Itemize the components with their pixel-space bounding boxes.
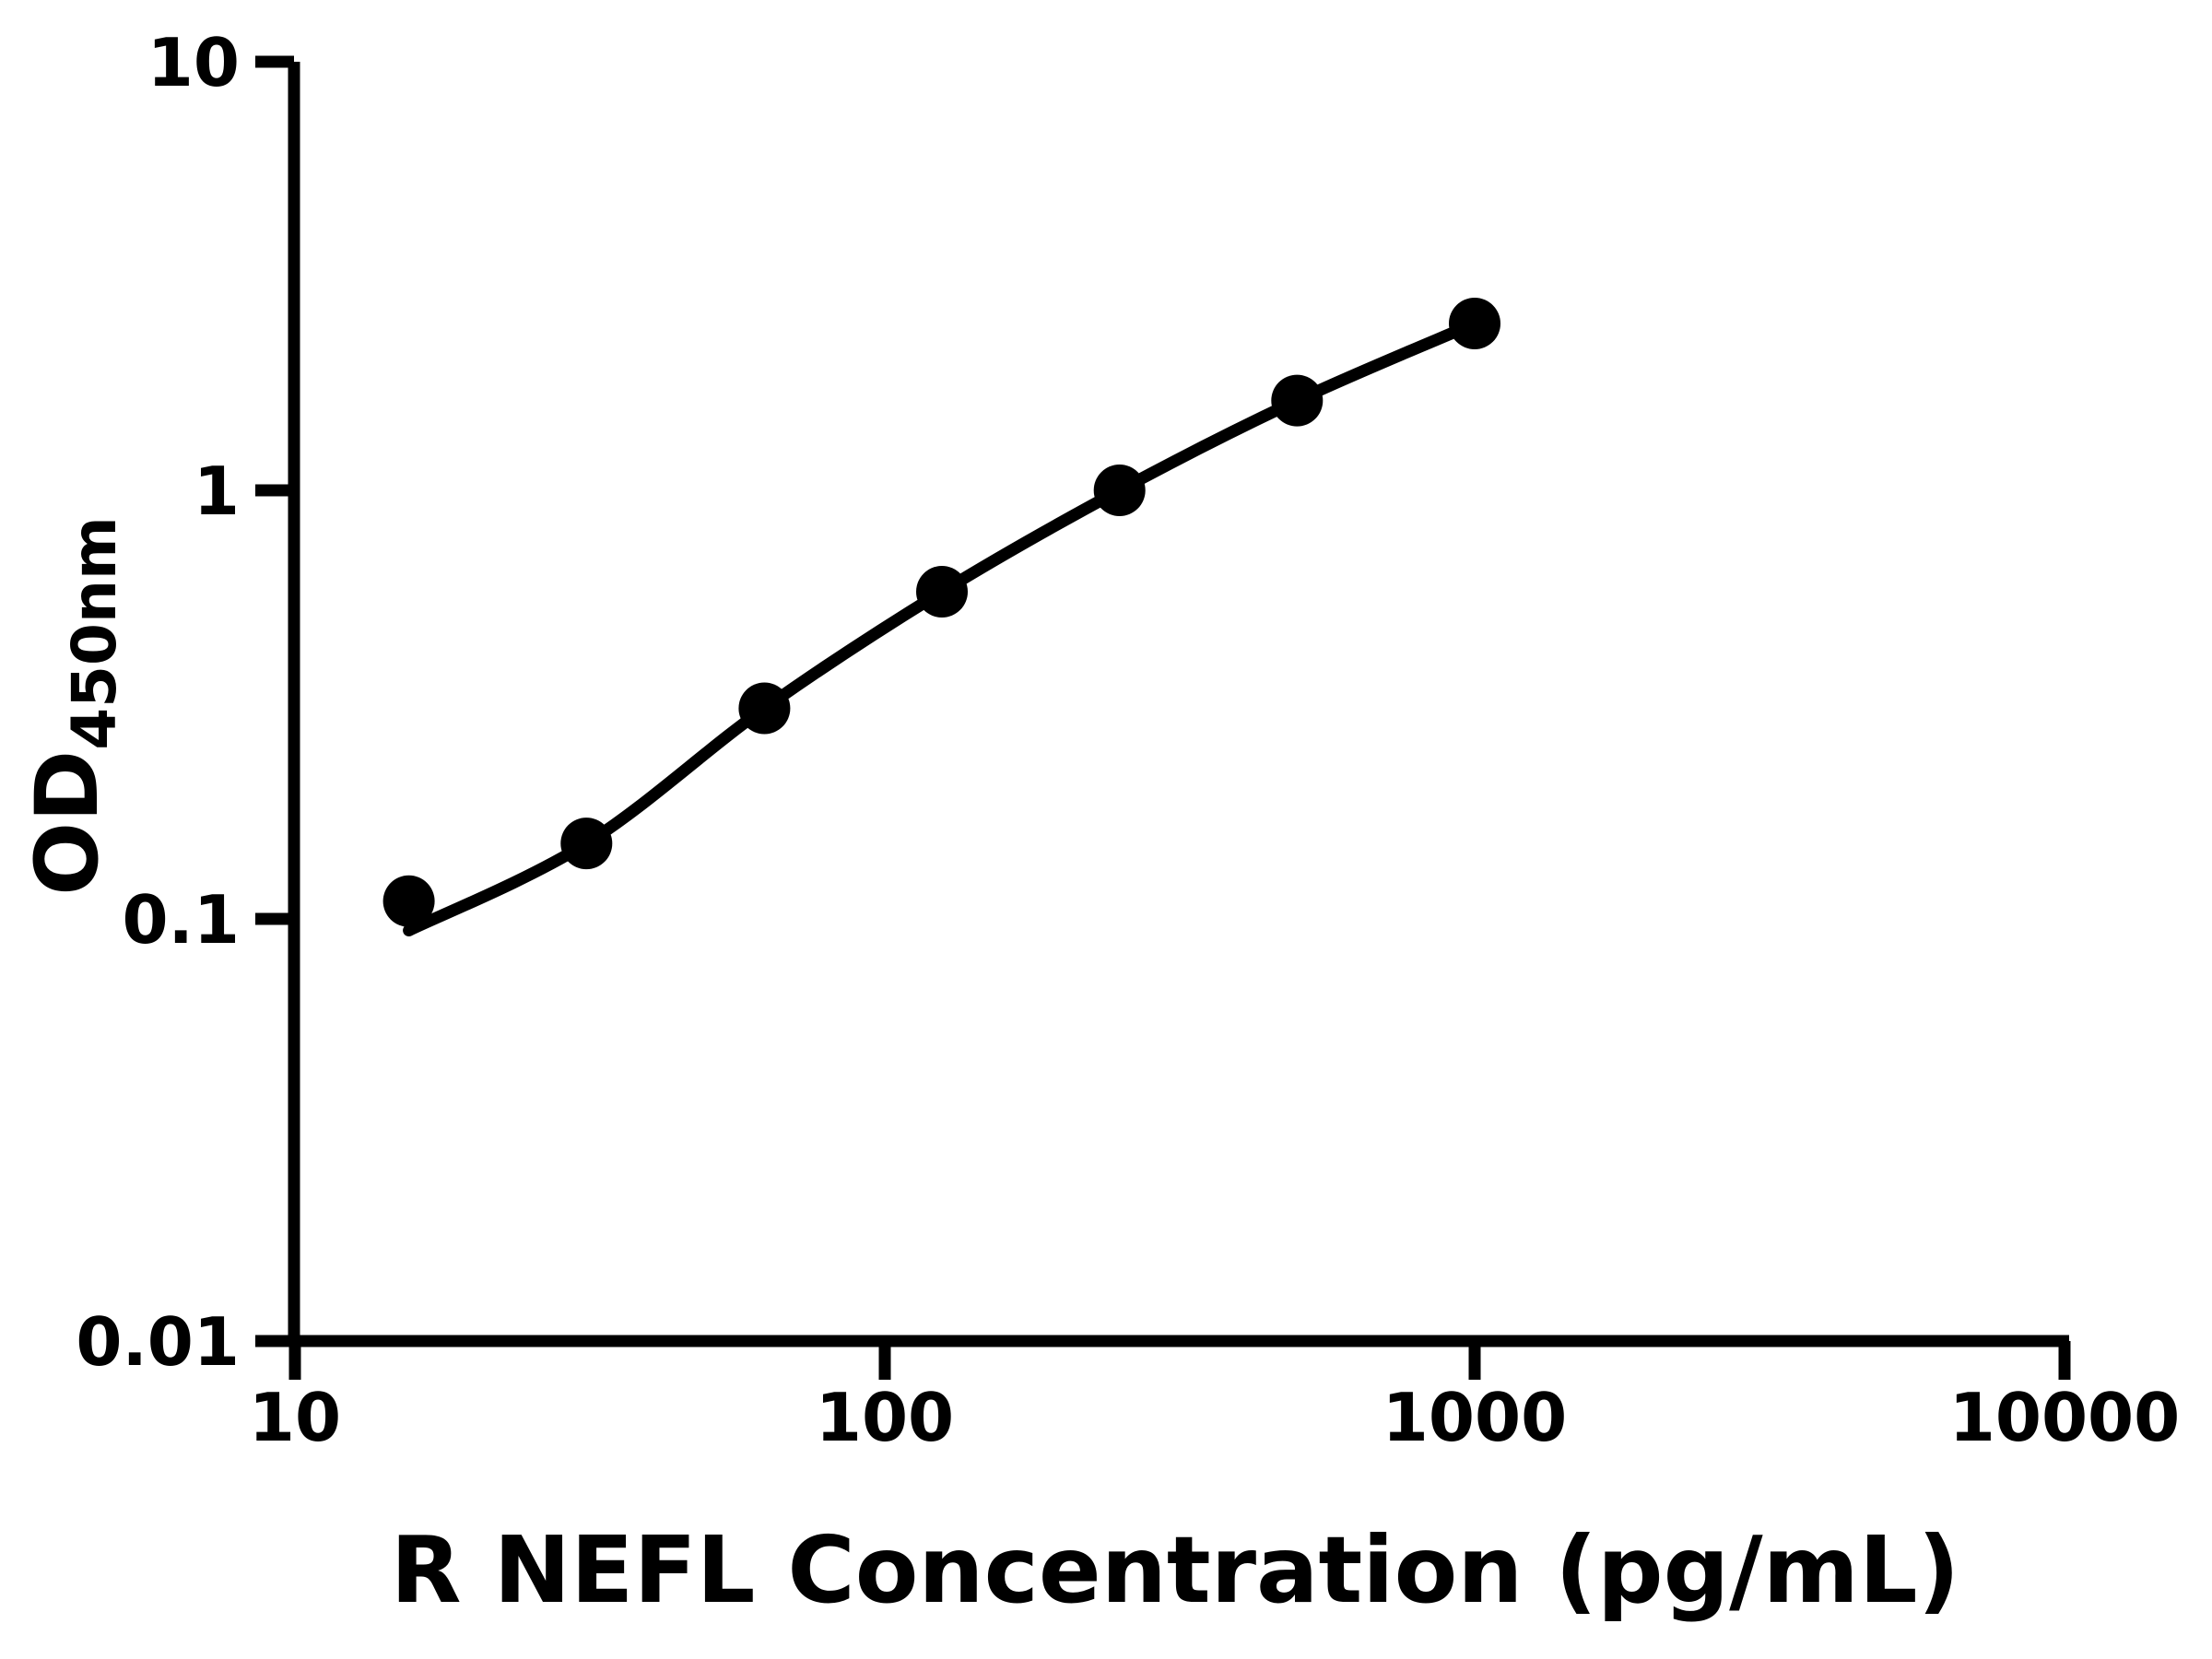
y-axis-title-sub: 450nm bbox=[59, 516, 130, 750]
x-axis-title: R NEFL Concentration (pg/mL) bbox=[391, 1516, 1960, 1624]
data-point bbox=[916, 566, 968, 618]
y-tick-label: 10 bbox=[147, 24, 240, 101]
data-point bbox=[1271, 374, 1324, 427]
data-point bbox=[382, 875, 435, 927]
data-point bbox=[1093, 465, 1146, 516]
x-tick-label: 10 bbox=[249, 1379, 341, 1456]
data-point bbox=[560, 818, 613, 870]
x-tick-label: 10000 bbox=[1949, 1379, 2181, 1456]
y-tick-label: 1 bbox=[194, 453, 240, 530]
data-point bbox=[1449, 298, 1500, 349]
y-tick-label: 0.1 bbox=[122, 881, 240, 959]
data-point bbox=[738, 682, 791, 735]
x-tick-label: 100 bbox=[816, 1379, 954, 1456]
y-tick-label: 0.01 bbox=[76, 1303, 240, 1381]
plot-layer bbox=[382, 298, 1500, 936]
x-tick-label: 1000 bbox=[1382, 1379, 1567, 1456]
y-axis-title: OD450nm bbox=[18, 516, 130, 895]
y-axis-title-main: OD bbox=[18, 750, 118, 896]
